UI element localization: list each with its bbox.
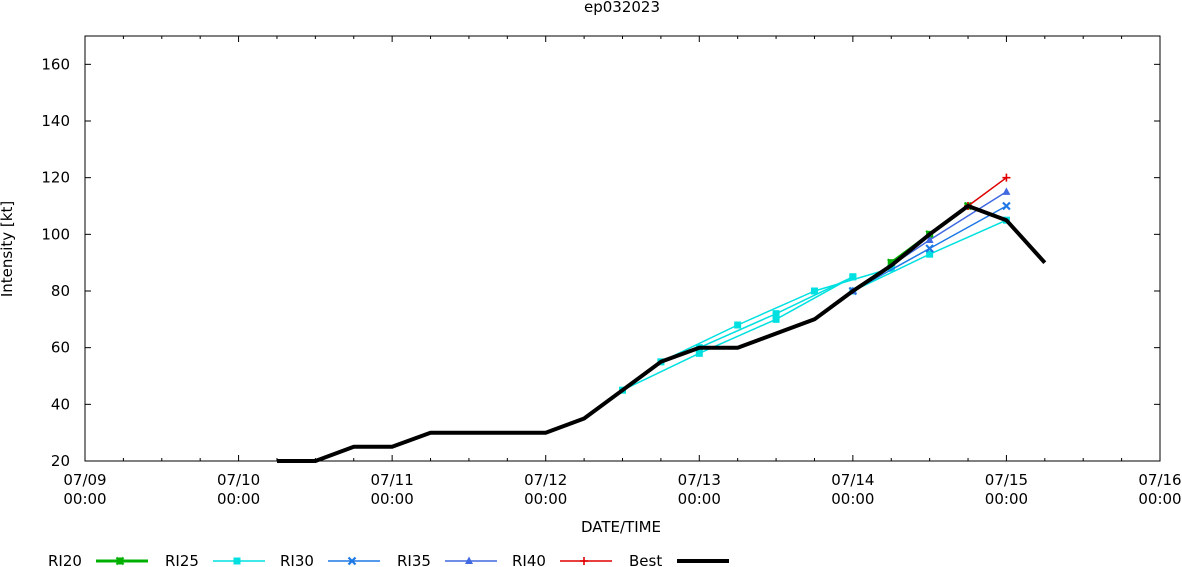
data-point — [233, 557, 241, 565]
data-point — [1002, 173, 1011, 182]
data-point — [347, 556, 357, 566]
legend-item-best: Best — [629, 552, 729, 567]
x-tick-date: 07/10 — [217, 471, 260, 489]
data-point — [772, 310, 780, 318]
x-tick-time: 00:00 — [63, 490, 106, 508]
data-point — [926, 250, 934, 258]
series-best — [277, 204, 1047, 463]
y-tick-label: 140 — [41, 112, 70, 130]
y-tick-labels: 20 40 60 80 100 120 140 160 — [41, 55, 70, 470]
data-point — [887, 264, 895, 272]
x-tick-time: 00:00 — [678, 490, 721, 508]
y-tick-label: 160 — [41, 55, 70, 73]
x-tick-date: 07/12 — [524, 471, 567, 489]
x-tick-date: 07/13 — [678, 471, 721, 489]
data-point — [1002, 187, 1011, 195]
x-tick-time: 00:00 — [985, 490, 1028, 508]
data-point — [695, 349, 703, 357]
legend-item-ri25: RI25 — [165, 552, 265, 567]
y-tick-label: 60 — [51, 339, 70, 357]
legend-item-ri20: RI20 — [48, 552, 148, 567]
y-tick-label: 100 — [41, 225, 70, 243]
legend: RI20 RI25 RI30 RI35 RI40 Best — [48, 552, 729, 567]
legend-label: Best — [629, 552, 662, 567]
data-point — [772, 315, 780, 323]
plot-frame — [84, 35, 1161, 462]
data-point — [849, 273, 857, 281]
x-tick-date: 07/15 — [985, 471, 1028, 489]
series-line — [277, 204, 1047, 463]
x-tick-date: 07/09 — [63, 471, 106, 489]
x-tick-date: 07/16 — [1138, 471, 1181, 489]
y-tick-label: 80 — [51, 282, 70, 300]
chart-title: ep032023 — [584, 0, 660, 16]
x-tick-labels: 07/0900:0007/1000:0007/1100:0007/1200:00… — [63, 471, 1181, 508]
legend-label: RI30 — [280, 552, 314, 567]
series-ri25 — [619, 216, 1010, 394]
x-tick-time: 00:00 — [1138, 490, 1181, 508]
legend-item-ri40: RI40 — [512, 552, 612, 567]
series-line — [622, 276, 854, 391]
x-tick-date: 07/14 — [831, 471, 874, 489]
legend-label: RI35 — [397, 552, 431, 567]
legend-item-ri35: RI35 — [397, 552, 497, 567]
y-tick-label: 120 — [41, 169, 70, 187]
x-tick-time: 00:00 — [217, 490, 260, 508]
x-tick-date: 07/11 — [371, 471, 414, 489]
x-axis-label: DATE/TIME — [581, 518, 661, 536]
series-line — [967, 177, 1007, 207]
legend-label: RI25 — [165, 552, 199, 567]
y-tick-label: 20 — [51, 452, 70, 470]
x-tick-time: 00:00 — [524, 490, 567, 508]
data-point — [465, 556, 473, 564]
data-point — [810, 287, 818, 295]
series-layer — [277, 173, 1047, 463]
data-point — [925, 235, 934, 243]
data-point — [734, 321, 742, 329]
axis-ticks — [84, 36, 1161, 462]
data-point — [580, 557, 588, 565]
legend-label: RI40 — [512, 552, 546, 567]
legend-item-ri30: RI30 — [280, 552, 380, 567]
x-tick-time: 00:00 — [371, 490, 414, 508]
data-point-cross — [115, 556, 125, 566]
x-tick-time: 00:00 — [831, 490, 874, 508]
data-point — [925, 244, 934, 253]
y-tick-label: 40 — [51, 395, 70, 413]
data-point — [1002, 201, 1011, 211]
y-axis-label: Intensity [kt] — [0, 201, 16, 297]
legend-label: RI20 — [48, 552, 82, 567]
